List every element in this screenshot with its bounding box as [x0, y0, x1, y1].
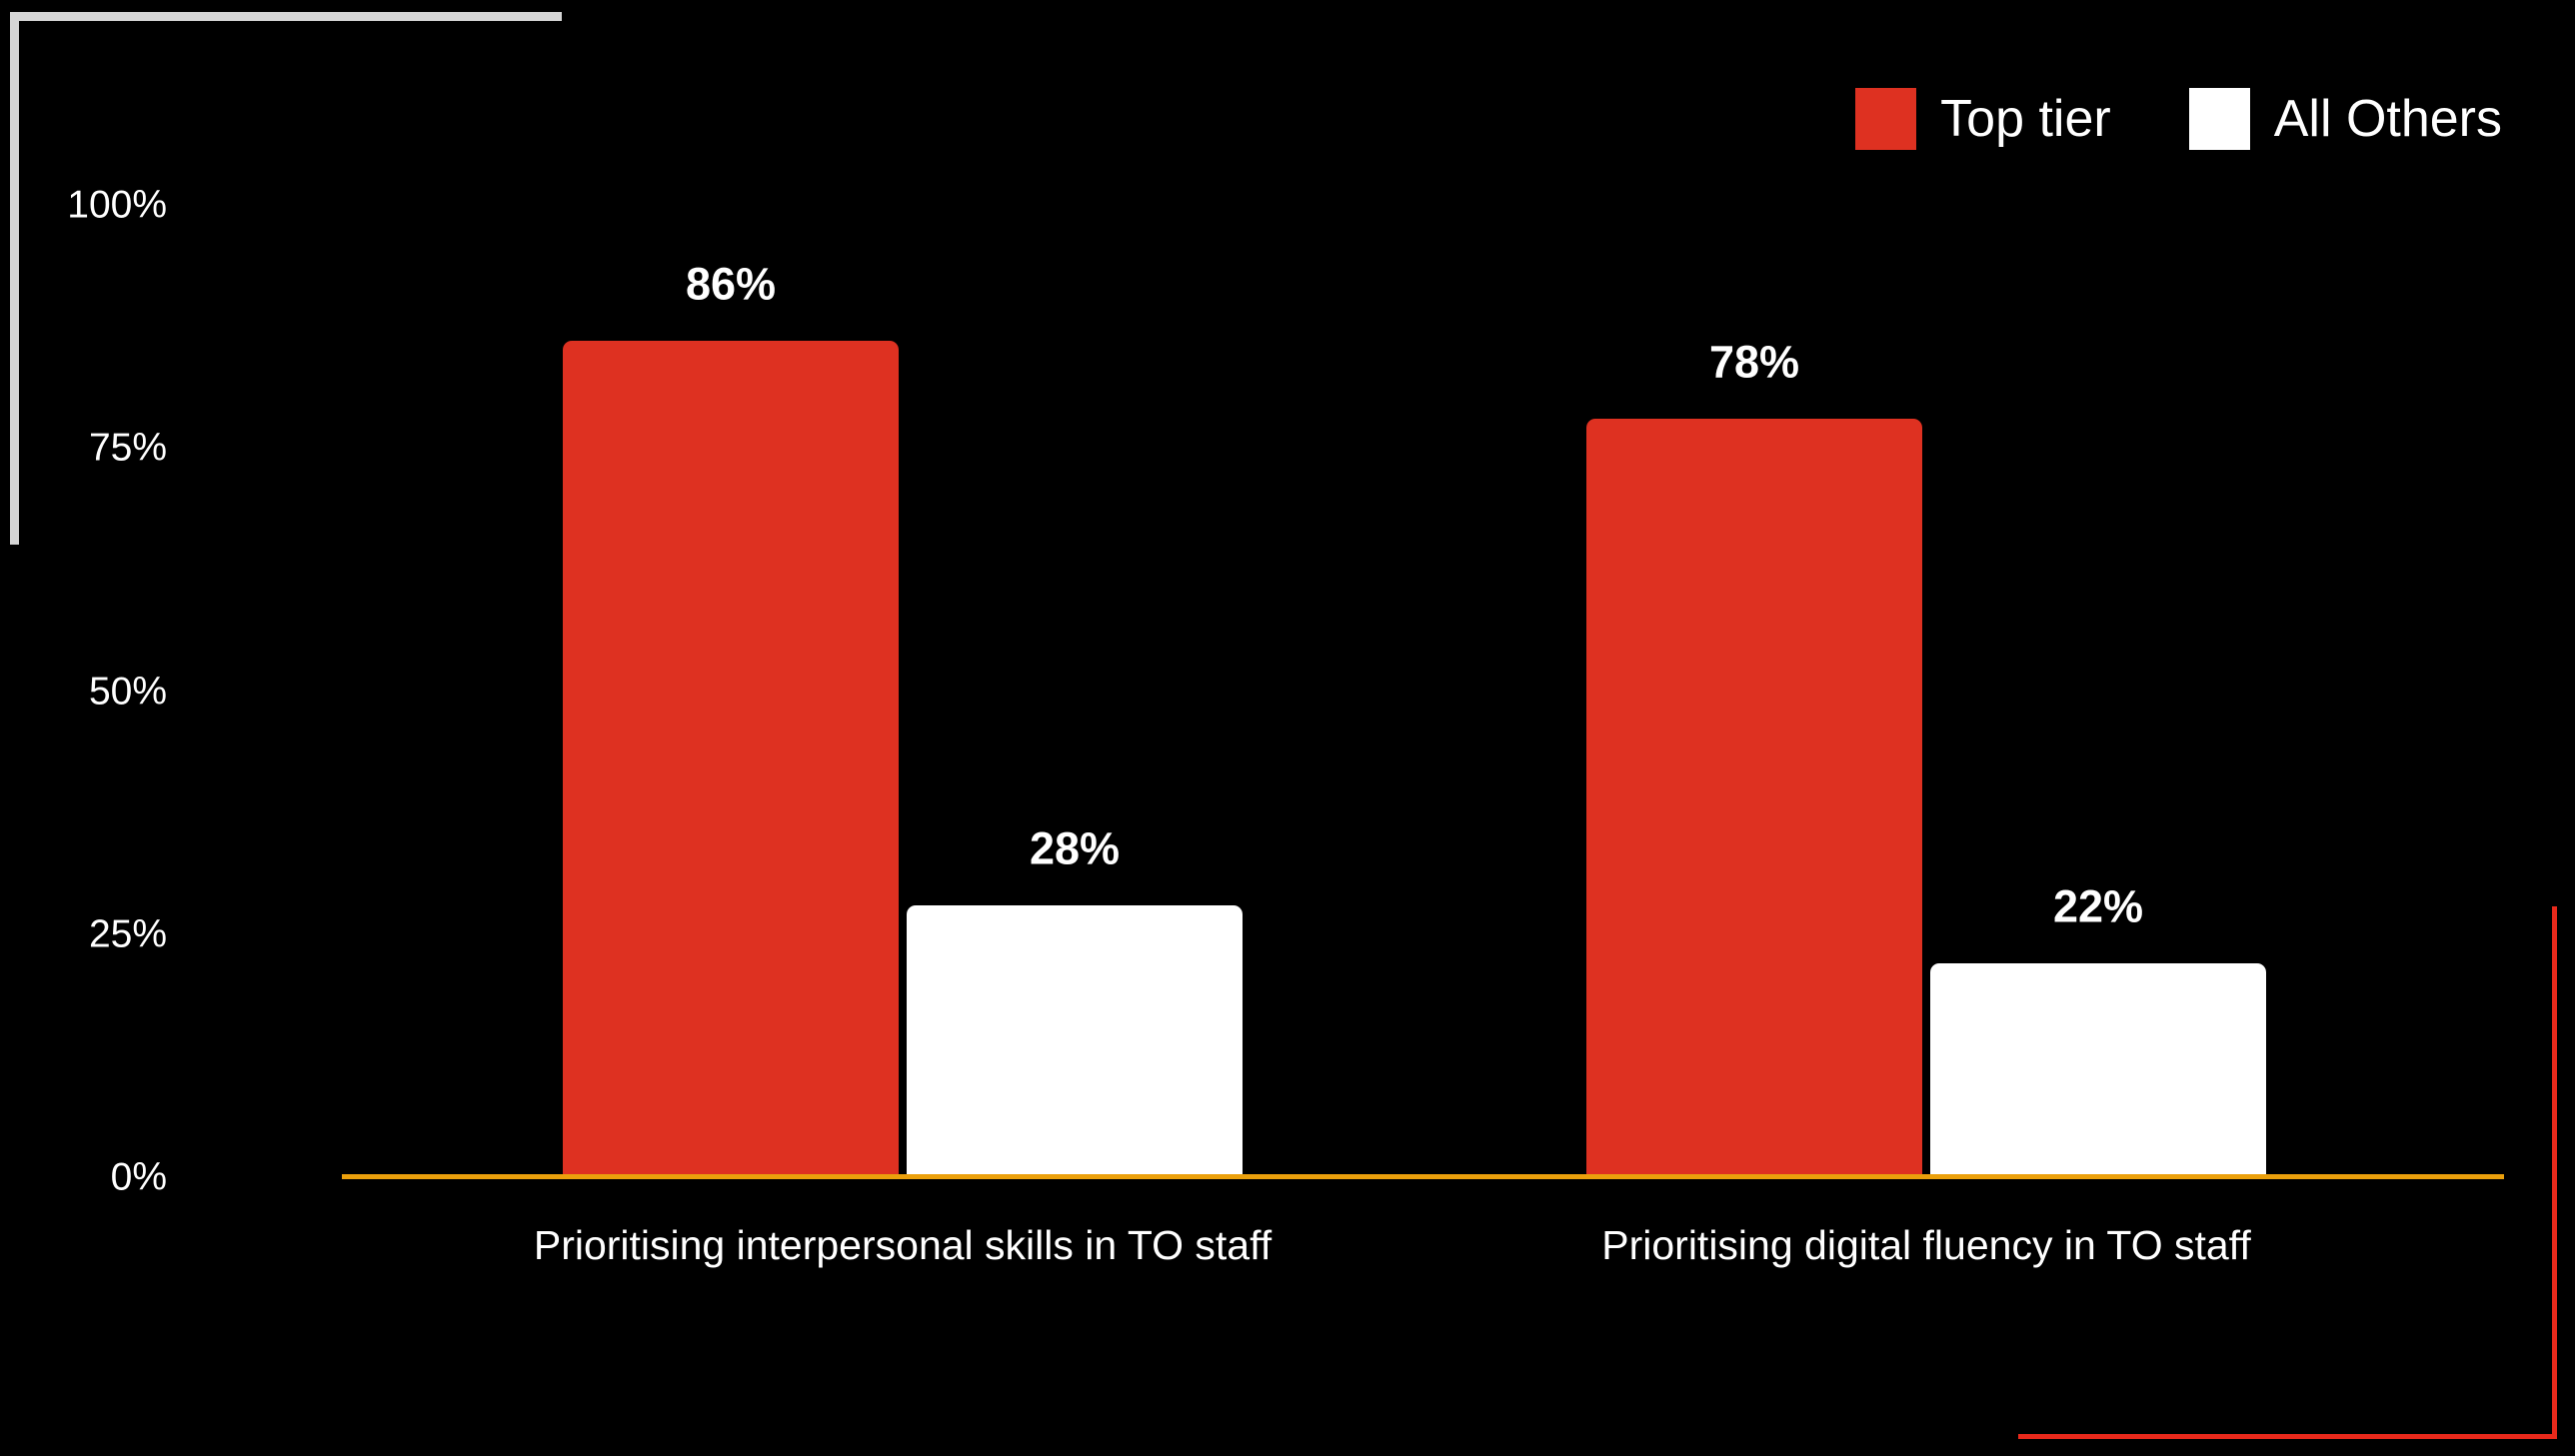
legend-swatch-top-tier-icon [1855, 88, 1917, 150]
legend-item-top-tier: Top tier [1855, 88, 2111, 150]
bar-top-tier [1586, 419, 1922, 1177]
bar-value-label: 28% [1029, 822, 1121, 874]
bar-all-others [907, 904, 1243, 1177]
chart-legend: Top tier All Others [1855, 88, 2502, 150]
x-axis-category-label: Prioritising interpersonal skills in TO … [533, 1222, 1273, 1268]
y-axis-tick-label: 75% [88, 426, 167, 470]
bottom-right-frame-horizontal-line [2018, 1434, 2557, 1439]
top-left-frame-vertical-line [10, 12, 19, 545]
y-axis-tick-label: 100% [67, 183, 167, 227]
x-axis-baseline [342, 1174, 2504, 1179]
bar-top-tier [563, 341, 899, 1177]
y-axis-tick-label: 50% [88, 670, 167, 713]
bottom-right-frame-vertical-line [2552, 906, 2557, 1438]
legend-swatch-all-others-icon [2188, 88, 2250, 150]
y-axis-tick-label: 0% [110, 1155, 167, 1199]
y-axis-tick-label: 25% [88, 912, 167, 956]
top-left-frame-horizontal-line [10, 12, 562, 21]
x-axis-category-label: Prioritising digital fluency in TO staff [1601, 1222, 2251, 1268]
bar-all-others [1930, 962, 2266, 1177]
legend-label-all-others: All Others [2273, 90, 2502, 148]
bar-value-label: 22% [2052, 880, 2144, 932]
legend-label-top-tier: Top tier [1940, 90, 2111, 148]
bar-value-label: 86% [685, 258, 777, 310]
bar-value-label: 78% [1708, 336, 1800, 388]
legend-item-all-others: All Others [2188, 88, 2502, 150]
